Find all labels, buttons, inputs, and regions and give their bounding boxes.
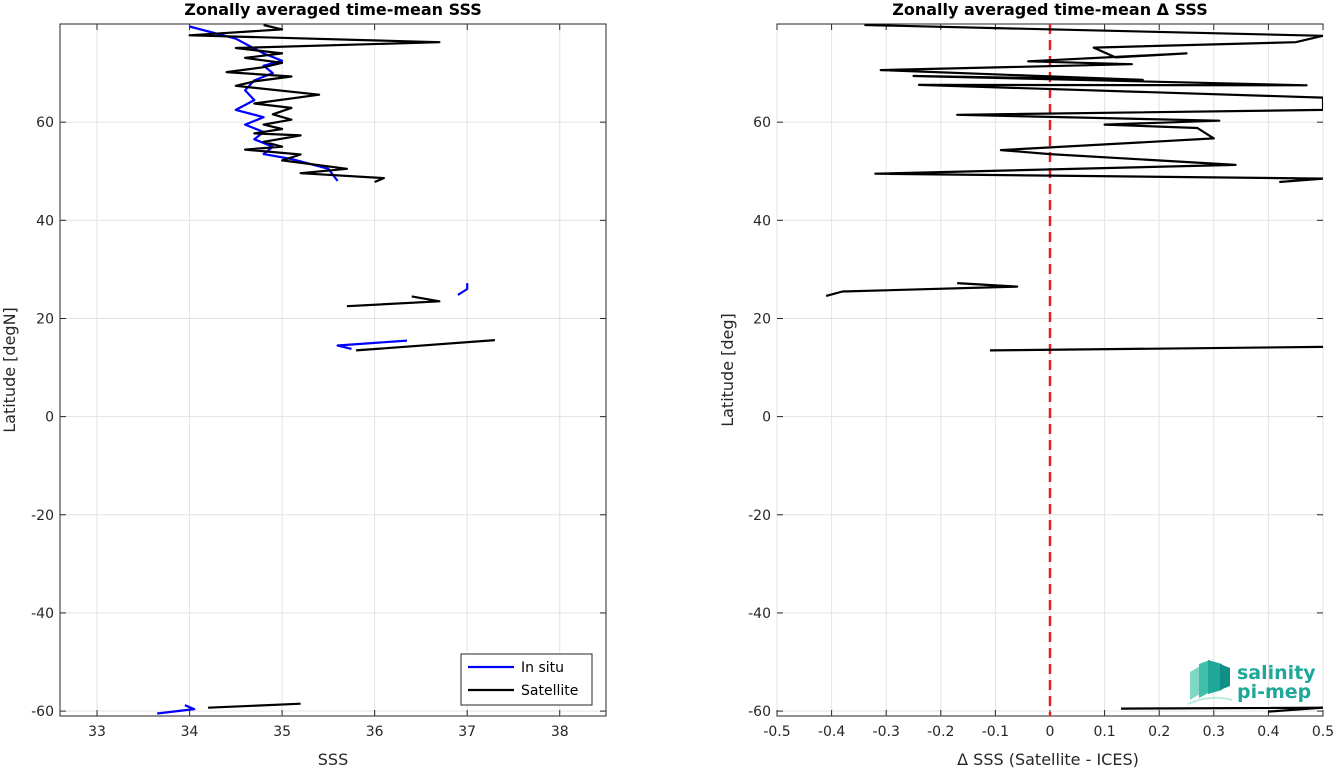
right-x-tick-label: 0	[1046, 724, 1055, 740]
right-xaxis-label: Δ SSS (Satellite - ICES)	[957, 750, 1139, 769]
left-plot-clip	[157, 24, 495, 715]
left-series-line-satellite	[346, 295, 441, 308]
right-x-tick-label: 0.1	[1093, 724, 1115, 740]
left-series-line-in-situ	[457, 283, 469, 296]
left-chart-title: Zonally averaged time-mean SSS	[184, 0, 482, 19]
salinity-pi-mep-logo: salinity pi-mep	[1187, 660, 1316, 705]
right-chart-title: Zonally averaged time-mean Δ SSS	[892, 0, 1208, 19]
left-y-tick-label: 0	[45, 410, 54, 426]
left-plot-area	[59, 23, 607, 717]
right-y-tick-label: 0	[762, 410, 771, 426]
left-x-tick-label: 35	[273, 724, 291, 740]
right-y-tick-label: -60	[748, 704, 771, 720]
right-x-tick-label: -0.1	[982, 724, 1009, 740]
left-y-tick-label: 40	[36, 213, 54, 229]
right-y-tick-label: 20	[753, 311, 771, 327]
left-x-tick-label: 37	[458, 724, 476, 740]
right-x-tick-label: 0.5	[1312, 724, 1334, 740]
right-y-tick-label: 60	[753, 115, 771, 131]
logo-mark-icon	[1187, 660, 1233, 705]
right-series-line-series-0	[825, 282, 1019, 297]
left-y-tick-label: -60	[31, 704, 54, 720]
right-series-line-series-0	[1120, 706, 1323, 713]
left-x-tick-label: 34	[181, 724, 199, 740]
right-data-lines	[825, 24, 1323, 716]
left-y-tick-label: -40	[31, 606, 54, 622]
right-series-line-series-0	[989, 345, 1323, 352]
right-y-tick-label: -40	[748, 606, 771, 622]
left-series-line-satellite	[356, 339, 495, 352]
left-data-lines	[157, 24, 495, 715]
legend-box	[460, 653, 593, 706]
right-x-tick-label: 0.4	[1257, 724, 1279, 740]
left-series-line-in-situ	[336, 339, 408, 350]
left-xaxis-label: SSS	[318, 750, 348, 769]
left-x-tick-label: 36	[366, 724, 384, 740]
right-x-tick-label: 0.3	[1203, 724, 1225, 740]
right-series-line-series-0	[864, 24, 1323, 184]
right-y-tick-label: -20	[748, 508, 771, 524]
left-ticks: 33 34 35 36 37 38 -60 -40 -20 0 20 40 60	[31, 24, 606, 740]
left-yaxis-label: Latitude [degN]	[0, 307, 19, 433]
right-yaxis-label: Latitude [deg]	[718, 313, 737, 427]
right-x-tick-label: 0.2	[1148, 724, 1170, 740]
right-panel: -0.5 -0.4 -0.3 -0.2 -0.1 0 0.1 0.2 0.3 0.4 0.5 -60 -…	[718, 0, 1334, 769]
left-series-line-satellite	[208, 702, 301, 709]
logo-text-top: salinity	[1237, 662, 1316, 684]
left-y-tick-label: -20	[31, 508, 54, 524]
right-gridlines	[776, 24, 1324, 716]
left-y-tick-label: 60	[36, 115, 54, 131]
legend: In situ Satellite	[460, 653, 593, 706]
right-x-tick-label: -0.5	[763, 724, 790, 740]
right-plot-clip	[825, 24, 1323, 716]
left-x-tick-label: 38	[551, 724, 569, 740]
right-x-tick-label: -0.2	[927, 724, 954, 740]
legend-label-in-situ: In situ	[521, 660, 564, 676]
legend-label-satellite: Satellite	[521, 683, 578, 699]
right-x-tick-label: -0.3	[873, 724, 900, 740]
right-ticks: -0.5 -0.4 -0.3 -0.2 -0.1 0 0.1 0.2 0.3 0.4 0.5 -60 -…	[748, 24, 1334, 740]
right-x-tick-label: -0.4	[818, 724, 845, 740]
left-y-tick-label: 20	[36, 311, 54, 327]
left-series-line-satellite	[188, 24, 441, 184]
right-y-tick-label: 40	[753, 213, 771, 229]
left-series-line-in-situ	[189, 25, 339, 182]
left-x-tick-label: 33	[88, 724, 106, 740]
left-series-line-in-situ	[157, 704, 196, 715]
left-panel: 33 34 35 36 37 38 -60 -40 -20 0 20 40 60 Zonally ave…	[0, 0, 607, 769]
logo-text-bottom: pi-mep	[1237, 681, 1311, 703]
